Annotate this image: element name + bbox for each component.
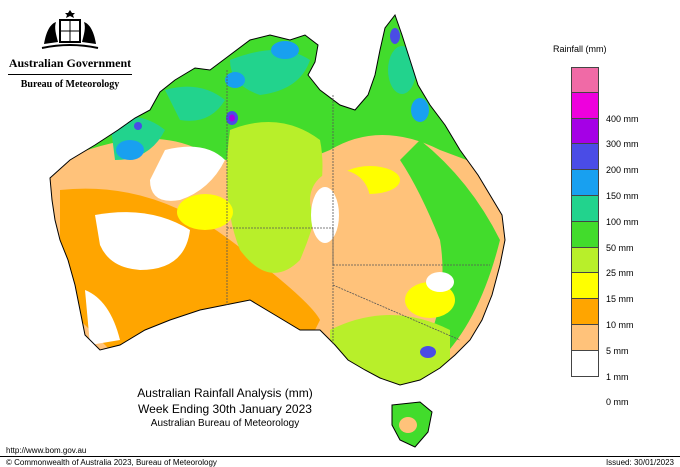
legend-row: 25 mm [571,247,661,278]
coat-of-arms-icon [41,10,99,49]
bureau-name: Bureau of Meteorology [20,79,120,90]
legend-row: 0 mm [571,377,661,407]
legend-row [571,67,661,93]
legend-swatch [571,273,599,300]
legend-label: 15 mm [606,294,634,305]
legend-swatch [571,195,599,222]
legend-row: 5 mm [571,324,661,356]
legend-row: 400 mm [571,92,661,124]
caption-source: Australian Bureau of Meteorology [150,418,300,429]
legend-row: 10 mm [571,299,661,330]
legend-label: 100 mm [606,216,639,227]
legend-row: 50 mm [571,221,661,253]
footer-divider [0,456,680,457]
legend-swatch [571,67,599,93]
legend-label: 1 mm [606,371,629,382]
map-caption: Australian Rainfall Analysis (mm) Week E… [100,385,350,431]
footer-url[interactable]: http://www.bom.gov.au [6,446,87,455]
legend-row: 15 mm [571,273,661,304]
legend-label: 150 mm [606,190,639,201]
legend-swatch [571,247,599,274]
legend-swatch [571,221,599,248]
legend-label: 50 mm [606,242,634,253]
government-name: Australian Government [8,54,132,75]
legend-label: 5 mm [606,345,629,356]
legend-label: 400 mm [606,113,639,124]
legend-swatch [571,377,599,403]
legend-swatch [571,170,599,196]
legend-row: 150 mm [571,170,661,201]
legend-swatch [571,350,599,377]
legend-swatch [571,324,599,351]
legend-swatch [571,144,599,171]
legend-row: 300 mm [571,118,661,149]
legend-swatch [571,92,599,119]
legend-row: 1 mm [571,350,661,382]
legend-label: 300 mm [606,139,639,150]
footer-issued-date: Issued: 30/01/2023 [605,458,674,467]
caption-period: Week Ending 30th January 2023 [138,402,312,416]
legend-label: 200 mm [606,165,639,176]
footer-copyright: © Commonwealth of Australia 2023, Bureau… [6,458,217,467]
legend-row: 200 mm [571,144,661,175]
caption-title: Australian Rainfall Analysis (mm) [137,386,313,400]
legend-title: Rainfall (mm) [553,44,607,54]
legend-swatch [571,118,599,145]
legend-label: 25 mm [606,268,634,279]
legend-row: 100 mm [571,195,661,227]
legend-label: 0 mm [606,397,629,408]
legend-swatch [571,299,599,325]
rainfall-legend: 400 mm 300 mm 200 mm 150 mm 100 mm 50 mm 25 mm… [571,67,661,407]
government-logo: Australian Government Bureau of Meteorol… [8,8,132,90]
legend-label: 10 mm [606,319,634,330]
